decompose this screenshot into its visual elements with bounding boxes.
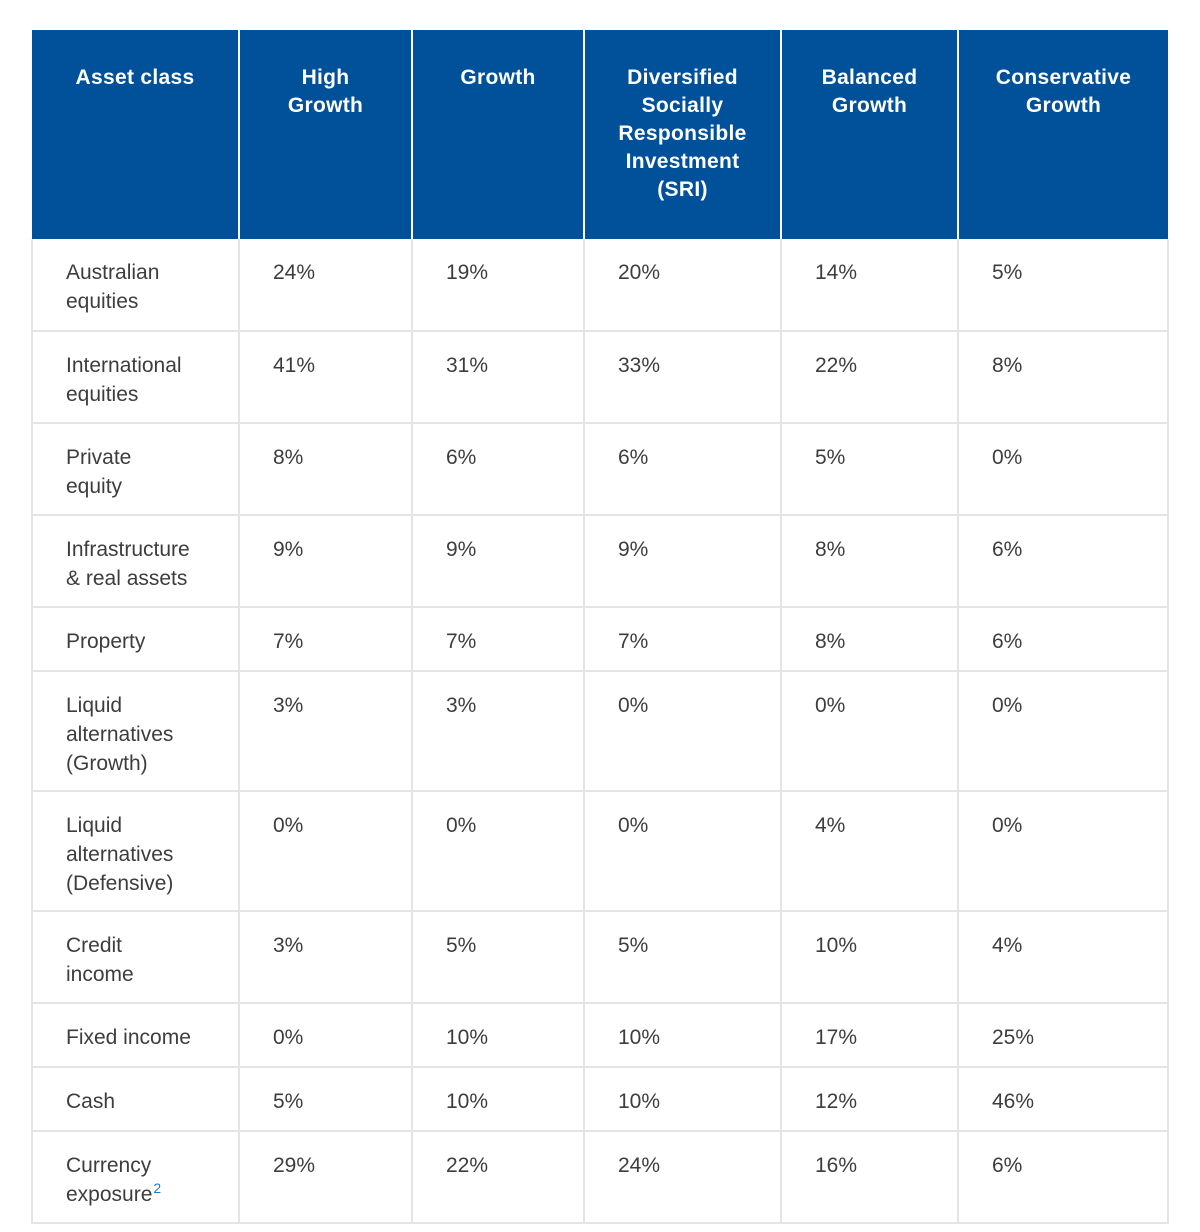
cell-value: 9%	[238, 515, 412, 608]
cell-value: 8%	[780, 515, 958, 608]
cell-value: 19%	[411, 239, 584, 332]
row-label: Private equity	[31, 423, 239, 516]
cell-value: 3%	[238, 911, 412, 1004]
row-label-text: Currency exposure	[66, 1154, 153, 1206]
cell-value: 10%	[411, 1003, 584, 1068]
cell-value: 7%	[411, 607, 584, 672]
header-growth: Growth	[411, 30, 584, 239]
cell-value: 22%	[411, 1131, 584, 1224]
table-row: Liquid alternatives (Defensive) 0% 0% 0%…	[31, 791, 1169, 912]
cell-value: 31%	[411, 331, 584, 424]
row-label: Credit income	[31, 911, 239, 1004]
row-label: Australian equities	[31, 239, 239, 332]
row-label: International equities	[31, 331, 239, 424]
cell-value: 20%	[583, 239, 781, 332]
cell-value: 24%	[583, 1131, 781, 1224]
table-row: Credit income 3% 5% 5% 10% 4%	[31, 911, 1169, 1004]
asset-allocation-table-container: Asset class High Growth Growth Diversifi…	[31, 30, 1169, 1224]
row-label: Infrastructure & real assets	[31, 515, 239, 608]
cell-value: 4%	[957, 911, 1169, 1004]
row-label: Fixed income	[31, 1003, 239, 1068]
row-label: Liquid alternatives (Growth)	[31, 671, 239, 792]
cell-value: 17%	[780, 1003, 958, 1068]
table-row: International equities 41% 31% 33% 22% 8…	[31, 331, 1169, 424]
cell-value: 8%	[780, 607, 958, 672]
cell-value: 3%	[238, 671, 412, 792]
header-balanced-growth: Balanced Growth	[780, 30, 958, 239]
cell-value: 6%	[957, 607, 1169, 672]
cell-value: 5%	[957, 239, 1169, 332]
cell-value: 10%	[411, 1067, 584, 1132]
asset-allocation-table: Asset class High Growth Growth Diversifi…	[31, 30, 1169, 1224]
cell-value: 6%	[411, 423, 584, 516]
cell-value: 0%	[957, 791, 1169, 912]
cell-value: 0%	[957, 423, 1169, 516]
cell-value: 10%	[780, 911, 958, 1004]
cell-value: 46%	[957, 1067, 1169, 1132]
cell-value: 10%	[583, 1067, 781, 1132]
cell-value: 22%	[780, 331, 958, 424]
row-label: Cash	[31, 1067, 239, 1132]
cell-value: 14%	[780, 239, 958, 332]
cell-value: 12%	[780, 1067, 958, 1132]
cell-value: 25%	[957, 1003, 1169, 1068]
table-row: Australian equities 24% 19% 20% 14% 5%	[31, 239, 1169, 332]
cell-value: 9%	[583, 515, 781, 608]
cell-value: 8%	[238, 423, 412, 516]
footnote-link[interactable]: 2	[153, 1180, 162, 1196]
cell-value: 8%	[957, 331, 1169, 424]
cell-value: 6%	[583, 423, 781, 516]
cell-value: 7%	[583, 607, 781, 672]
table-body: Australian equities 24% 19% 20% 14% 5% I…	[31, 239, 1169, 1224]
table-row: Currency exposure2 29% 22% 24% 16% 6%	[31, 1131, 1169, 1224]
row-label: Property	[31, 607, 239, 672]
cell-value: 9%	[411, 515, 584, 608]
cell-value: 0%	[957, 671, 1169, 792]
table-row: Liquid alternatives (Growth) 3% 3% 0% 0%…	[31, 671, 1169, 792]
cell-value: 41%	[238, 331, 412, 424]
cell-value: 0%	[583, 671, 781, 792]
cell-value: 6%	[957, 515, 1169, 608]
row-label: Liquid alternatives (Defensive)	[31, 791, 239, 912]
cell-value: 5%	[411, 911, 584, 1004]
table-row: Infrastructure & real assets 9% 9% 9% 8%…	[31, 515, 1169, 608]
table-row: Property 7% 7% 7% 8% 6%	[31, 607, 1169, 672]
cell-value: 7%	[238, 607, 412, 672]
header-conservative-growth: Conservative Growth	[957, 30, 1168, 239]
cell-value: 6%	[957, 1131, 1169, 1224]
header-diversified-sri: Diversified Socially Responsible Investm…	[583, 30, 781, 239]
cell-value: 16%	[780, 1131, 958, 1224]
cell-value: 29%	[238, 1131, 412, 1224]
cell-value: 0%	[583, 791, 781, 912]
cell-value: 33%	[583, 331, 781, 424]
header-row: Asset class High Growth Growth Diversifi…	[32, 30, 1168, 239]
cell-value: 10%	[583, 1003, 781, 1068]
cell-value: 4%	[780, 791, 958, 912]
cell-value: 0%	[780, 671, 958, 792]
table-row: Private equity 8% 6% 6% 5% 0%	[31, 423, 1169, 516]
cell-value: 3%	[411, 671, 584, 792]
cell-value: 24%	[238, 239, 412, 332]
table-row: Cash 5% 10% 10% 12% 46%	[31, 1067, 1169, 1132]
header-high-growth: High Growth	[238, 30, 412, 239]
cell-value: 0%	[238, 791, 412, 912]
cell-value: 5%	[238, 1067, 412, 1132]
cell-value: 0%	[238, 1003, 412, 1068]
cell-value: 5%	[780, 423, 958, 516]
cell-value: 5%	[583, 911, 781, 1004]
cell-value: 0%	[411, 791, 584, 912]
row-label: Currency exposure2	[31, 1131, 239, 1224]
header-asset-class: Asset class	[32, 30, 239, 239]
table-row: Fixed income 0% 10% 10% 17% 25%	[31, 1003, 1169, 1068]
